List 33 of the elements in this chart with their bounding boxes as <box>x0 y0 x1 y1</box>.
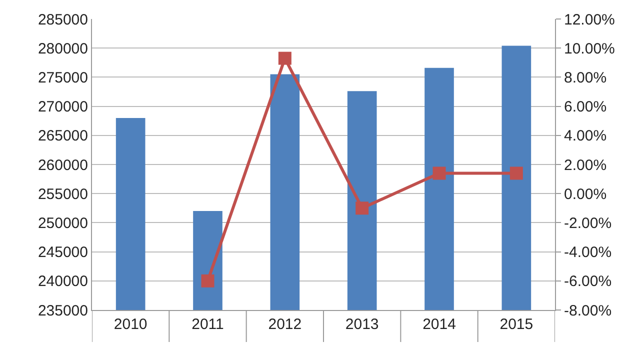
y-tick-label: 240000 <box>38 273 88 290</box>
y-tick-label: 235000 <box>38 302 88 320</box>
x-tick-label: 2014 <box>422 316 456 333</box>
x-tick-label: 2015 <box>500 316 534 333</box>
y-tick-label: 275000 <box>38 69 88 86</box>
y-tick-label: 265000 <box>38 128 88 145</box>
y-tick-label: 255000 <box>38 186 88 203</box>
y-tick-label: 250000 <box>38 214 88 232</box>
y-tick-label: 280000 <box>38 40 88 58</box>
point <box>356 202 369 215</box>
y2-tick-label: 6.00% <box>564 98 607 116</box>
point <box>278 52 292 65</box>
y2-tick-label: 12.00% <box>564 11 615 28</box>
y2-tick-label: -8.00% <box>564 302 612 320</box>
point <box>510 166 523 180</box>
y2-tick-label: 4.00% <box>564 128 607 145</box>
x-tick-label: 2011 <box>192 316 224 333</box>
y2-tick-label: 2.00% <box>564 156 607 174</box>
y2-tick-label: 8.00% <box>564 69 607 86</box>
y-tick-label: 270000 <box>38 98 88 116</box>
y2-tick-label: -4.00% <box>564 244 612 262</box>
y2-tick-label: -6.00% <box>564 273 612 290</box>
point <box>201 274 214 288</box>
y2-tick-label: 0.00% <box>564 186 607 203</box>
x-tick-label: 2013 <box>345 316 379 333</box>
x-tick-label: 2010 <box>114 316 148 333</box>
point <box>432 166 446 180</box>
y-tick-label: 260000 <box>38 156 88 174</box>
y2-tick-label: -2.00% <box>564 214 612 232</box>
y-tick-label: 245000 <box>38 244 88 262</box>
y2-tick-label: 10.00% <box>564 40 615 58</box>
x-tick-label: 2012 <box>268 316 302 333</box>
y-tick-label: 285000 <box>38 11 88 28</box>
